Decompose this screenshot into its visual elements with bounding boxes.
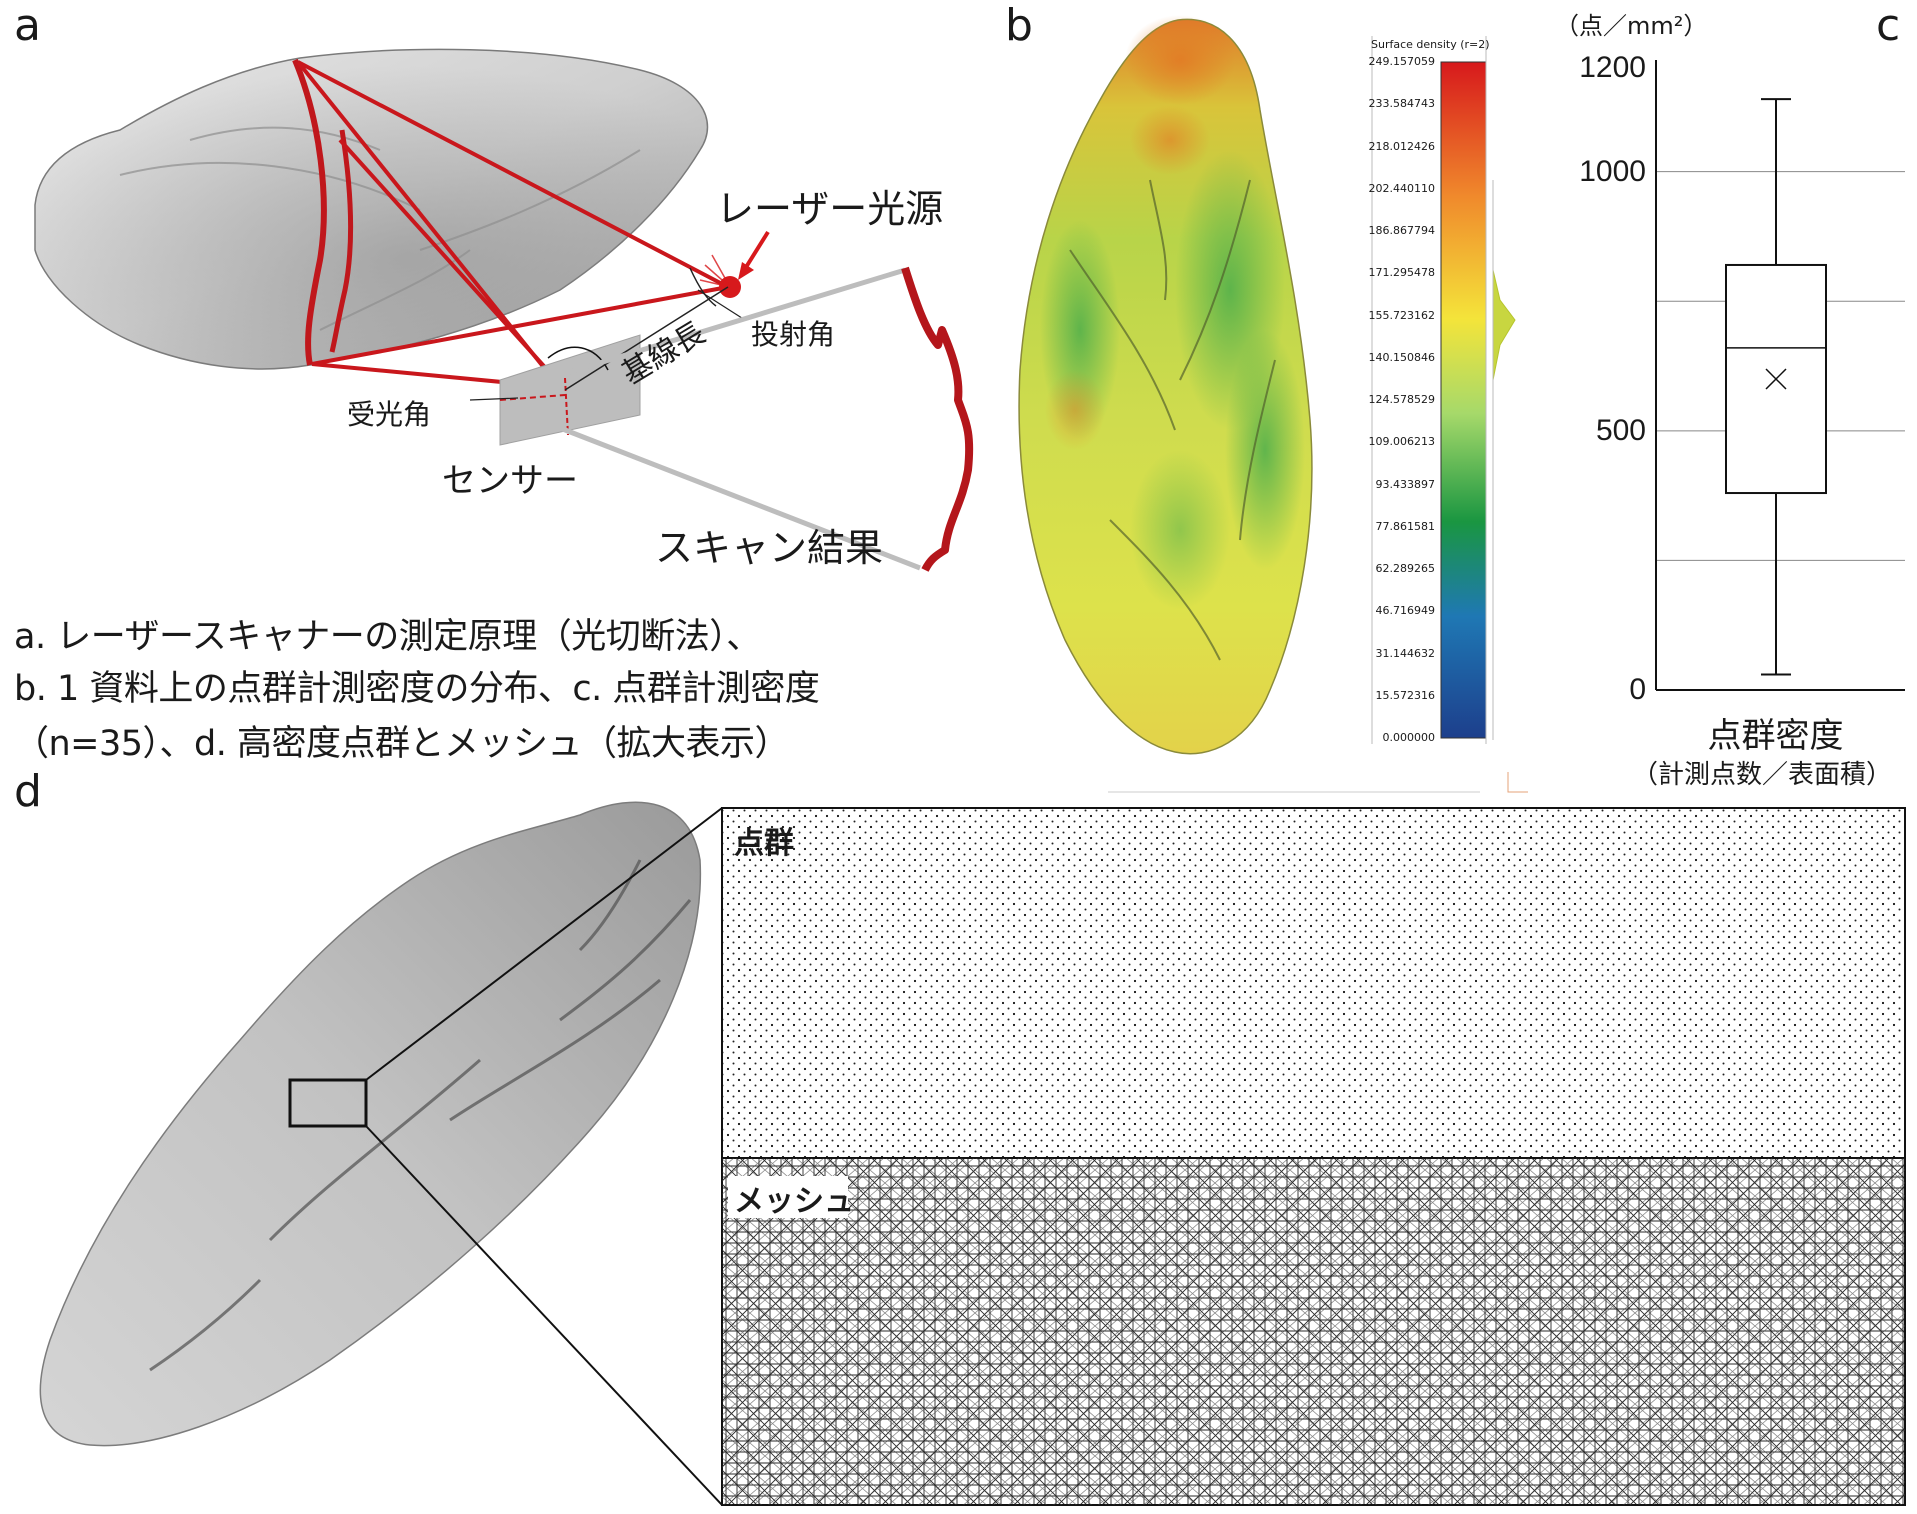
colorbar-tick-label: 202.440110 [1368, 181, 1435, 195]
colorbar-tick-label: 109.006213 [1368, 435, 1435, 449]
colorbar-tick-label: 233.584743 [1368, 97, 1435, 111]
colorbar-tick-label: 249.157059 [1368, 55, 1435, 68]
colorbar-tick-label: 155.723162 [1368, 308, 1435, 322]
chart-y-tick-label: 1200 [1579, 51, 1646, 84]
chart-y-tick-label: 1000 [1579, 154, 1646, 188]
point-cloud-panel [721, 807, 1906, 1159]
points-label: 点群 [734, 826, 794, 861]
colorbar-tick-label: 186.867794 [1368, 224, 1435, 237]
box-mean-marker [1765, 368, 1787, 390]
zoom-region-box [288, 1078, 368, 1128]
scan-contour-inner [329, 129, 354, 353]
chart-y-tick-label: 500 [1595, 413, 1646, 447]
colorbar-tick-label: 93.433897 [1375, 477, 1436, 491]
chart-category-label: 点群密度 [1707, 716, 1844, 756]
label-projection-angle: 投射角 [751, 318, 836, 351]
stone-artifact-d [39, 801, 702, 1447]
laser-source-arrow [741, 230, 770, 274]
caption-line-2: b. 1 資料上の点群計測密度の分布、c. 点群計測密度 [14, 669, 820, 709]
label-laser-source: レーザー光源 [716, 187, 944, 231]
colorbar-tick-label: 77.861581 [1375, 519, 1436, 533]
colorbar-tick-label: 62.289265 [1375, 562, 1436, 575]
colorbar-tick-label: 140.150846 [1368, 350, 1435, 364]
chart-category-sub: （計測点数／表面積） [1631, 760, 1892, 790]
panel-letter-a: a [14, 0, 41, 51]
caption-line-1: a. レーザースキャナーの測定原理（光切断法）、 [14, 617, 761, 657]
label-scan-result: スキャン結果 [655, 526, 884, 570]
colorbar-tick-label: 171.295478 [1368, 266, 1435, 280]
colorbar-tick-label: 31.144632 [1375, 646, 1436, 660]
caption-line-3: （n=35）、d. 高密度点群とメッシュ（拡大表示） [14, 724, 790, 764]
colorbar-tick-label: 15.572316 [1375, 688, 1436, 702]
colorbar-tick-label: 46.716949 [1375, 604, 1436, 618]
colorbar-gradient [1440, 61, 1487, 739]
colorbar-tick-label: 0.000000 [1382, 731, 1436, 744]
scan-contour-outer [292, 58, 327, 366]
colorbar-tick-label: 218.012426 [1368, 139, 1435, 153]
label-sensor: センサー [442, 461, 578, 501]
laser-beams [296, 60, 729, 402]
colorbar-tick-label: 124.578529 [1368, 393, 1435, 406]
panel-letter-c: c [1876, 0, 1901, 51]
chart-unit-label: （点／mm²） [1555, 12, 1708, 40]
density-histogram [1492, 269, 1516, 381]
label-receiving-angle: 受光角 [347, 398, 432, 431]
chart-y-tick-label: 0 [1629, 673, 1646, 706]
panel-letter-d: d [14, 766, 42, 817]
panel-letter-b: b [1005, 0, 1033, 51]
mesh-label: メッシュ [734, 1184, 854, 1219]
colorbar-title: Surface density (r=2) [1371, 38, 1490, 51]
scan-result-profile [901, 266, 974, 572]
